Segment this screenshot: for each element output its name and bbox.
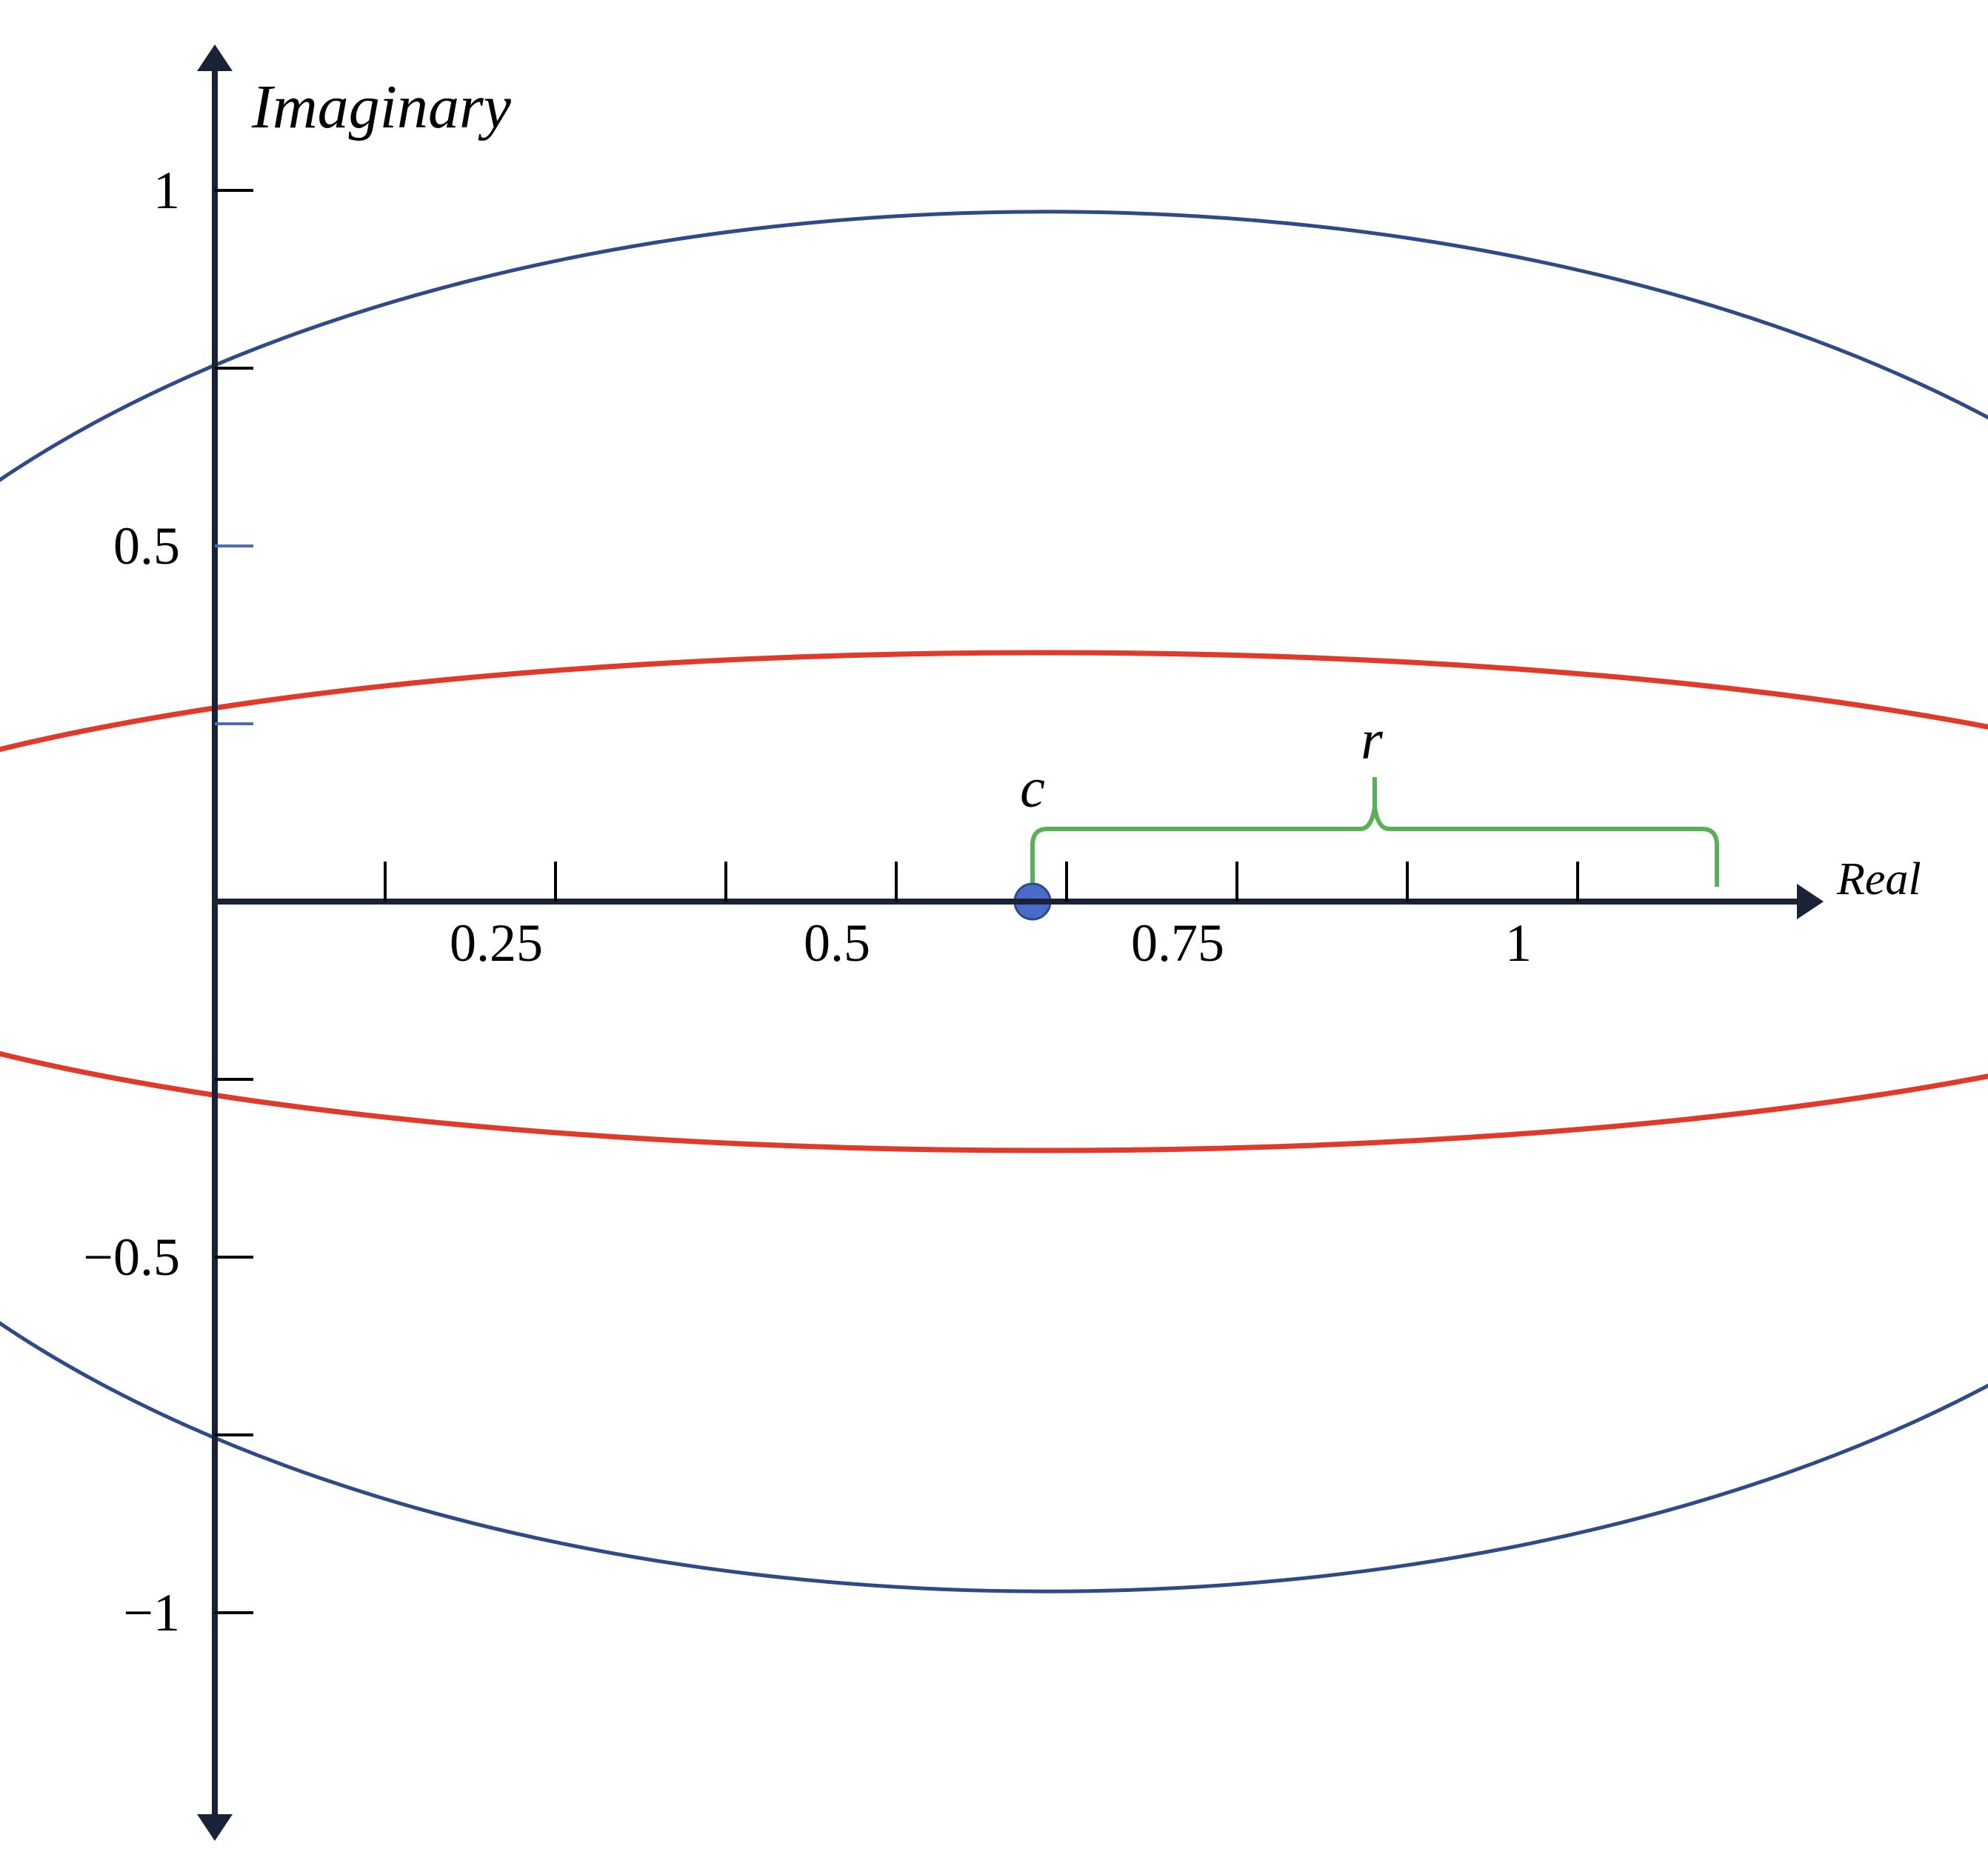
x-tick-label: 1 bbox=[1505, 913, 1532, 973]
x-tick-label: 0.75 bbox=[1131, 913, 1224, 973]
y-tick-label: −0.5 bbox=[83, 1228, 180, 1287]
x-tick-label: 0.5 bbox=[804, 913, 870, 973]
radius-label: r bbox=[1361, 709, 1383, 771]
unit-circle bbox=[0, 210, 1988, 1593]
x-tick-label: 0.25 bbox=[450, 913, 543, 973]
real-axis-arrowhead bbox=[1797, 884, 1824, 919]
imaginary-axis-arrowhead-bottom bbox=[197, 1814, 233, 1841]
radius-brace bbox=[1030, 777, 1719, 887]
imaginary-axis-title: Imaginary bbox=[251, 73, 512, 141]
red-ellipse bbox=[0, 650, 1988, 1153]
y-tick-label: −1 bbox=[123, 1583, 180, 1642]
center-label: c bbox=[1020, 757, 1045, 819]
y-tick-label: 1 bbox=[153, 161, 180, 220]
real-axis-title: Real bbox=[1836, 854, 1921, 905]
y-tick-label: 0.5 bbox=[113, 516, 180, 576]
imaginary-axis-arrowhead-top bbox=[197, 44, 233, 71]
